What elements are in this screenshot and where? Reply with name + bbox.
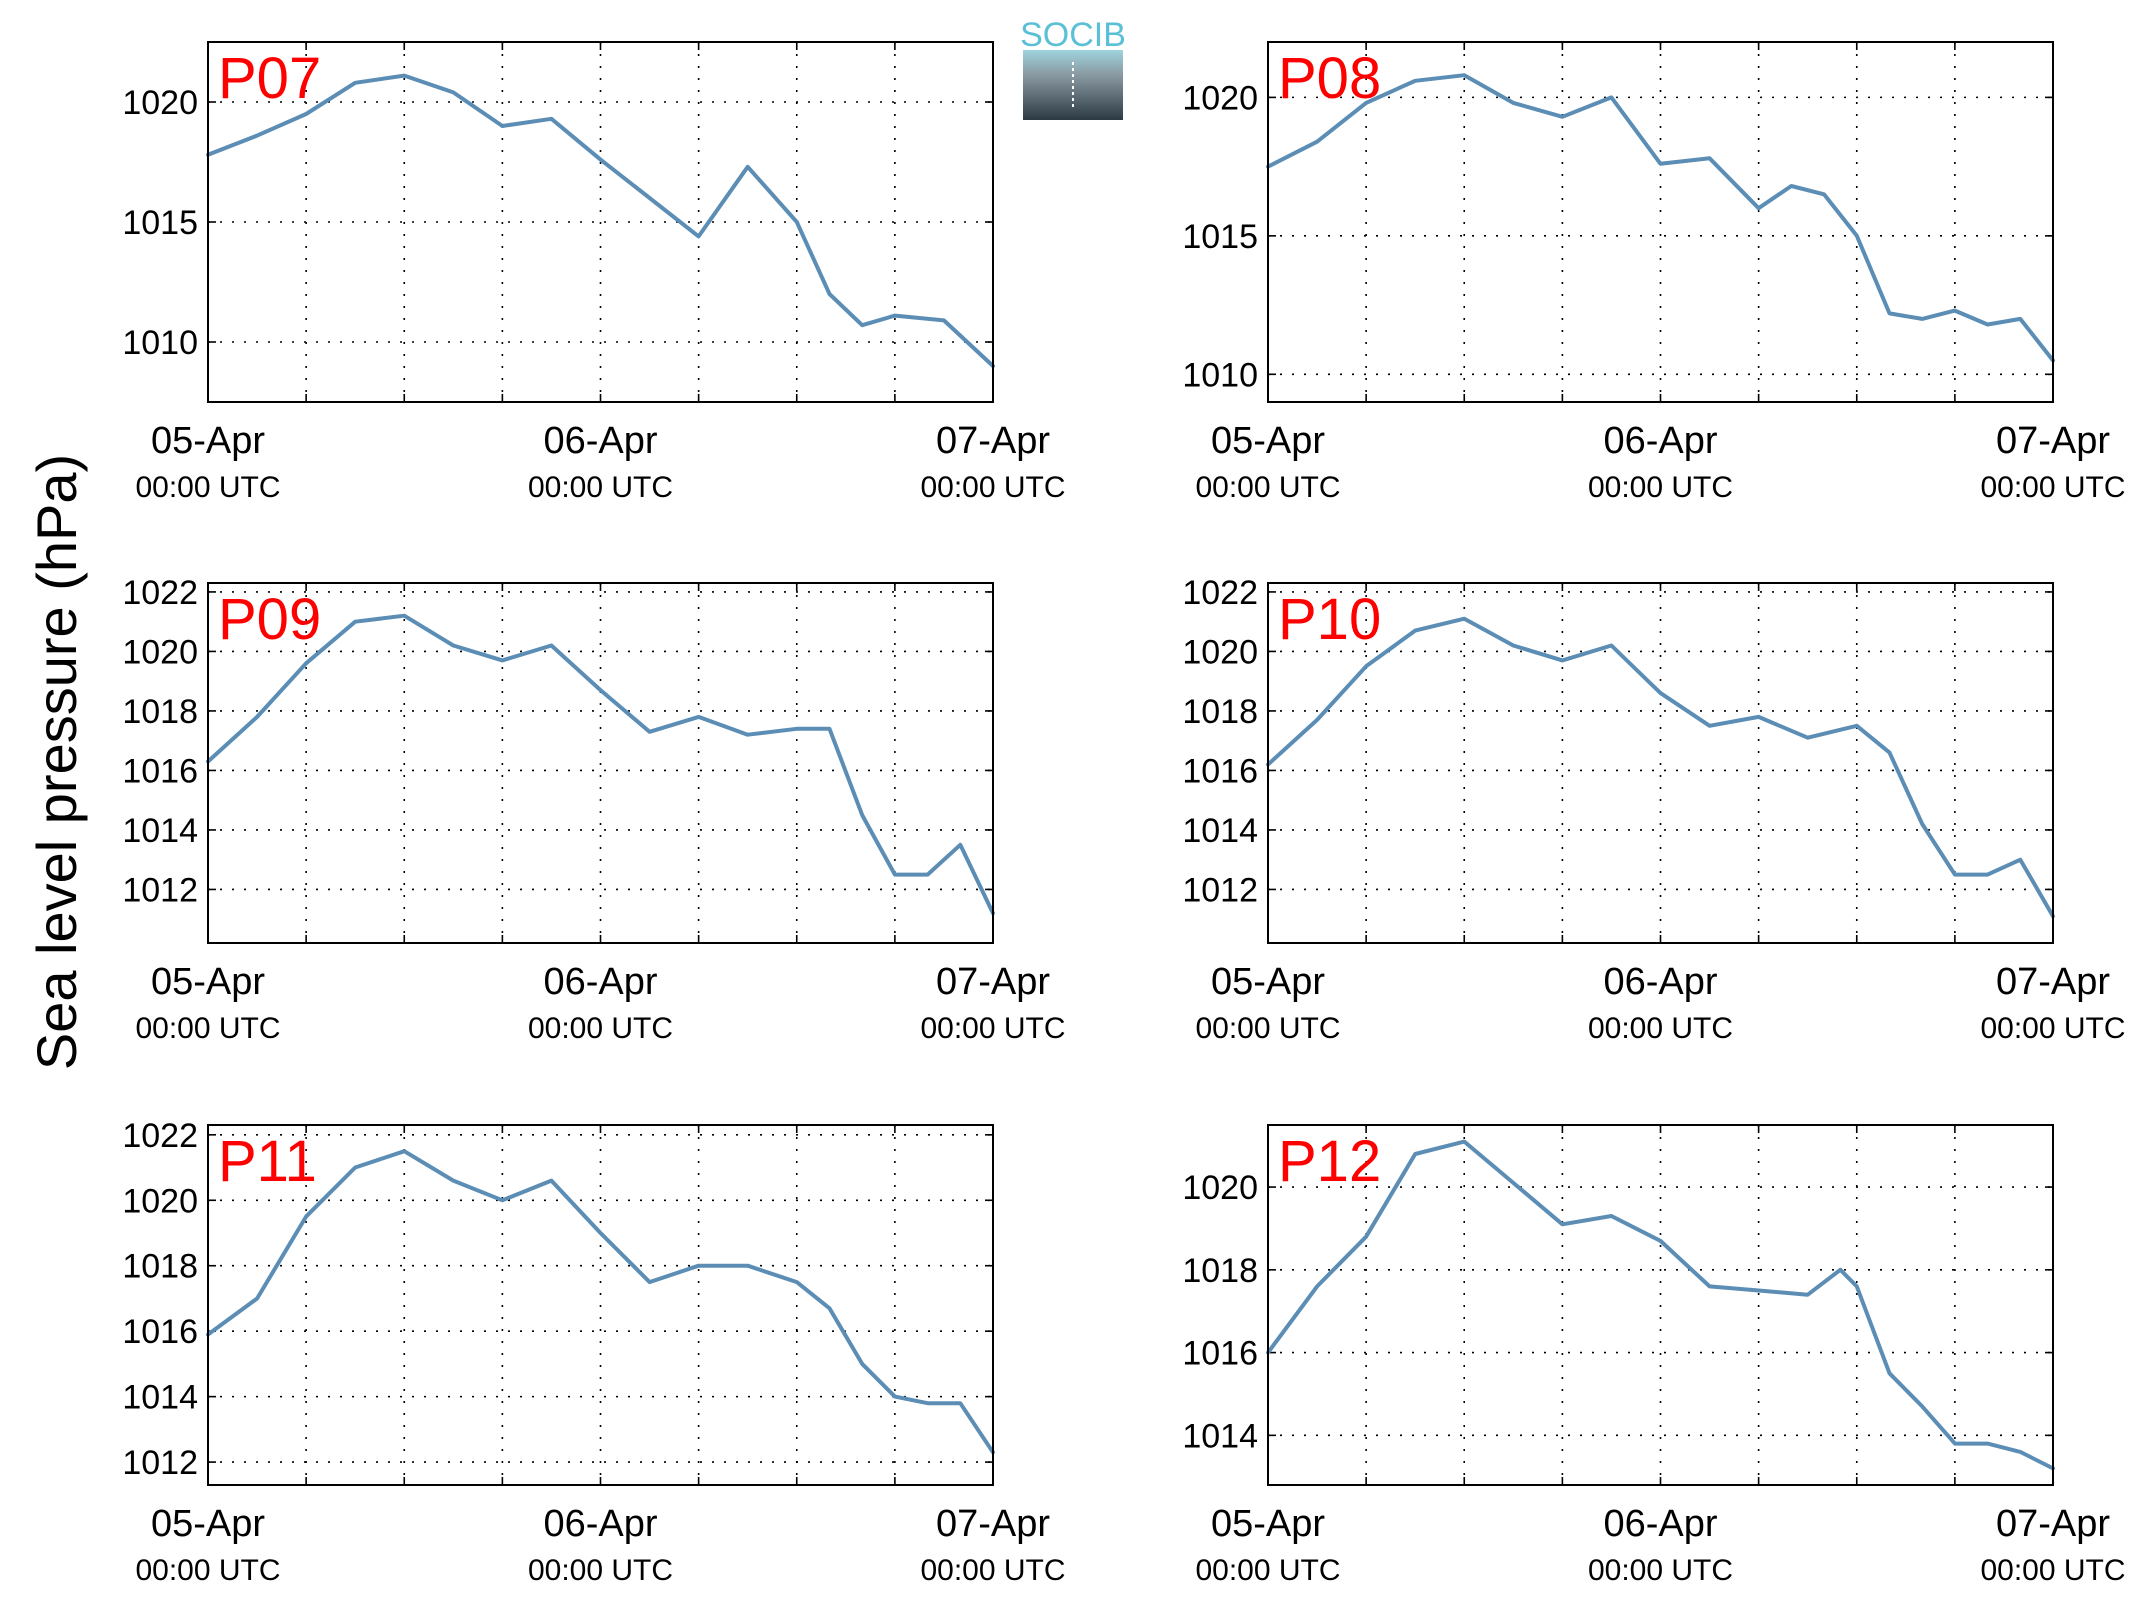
socib-logo: SOCIB (1020, 16, 1126, 120)
axes-frame (1267, 1124, 2054, 1486)
x-tick-label-date: 05-Apr (151, 1503, 265, 1545)
y-tick-label: 1016 (122, 1313, 198, 1351)
axes-frame (207, 582, 994, 944)
series-line (1266, 73, 2055, 363)
x-tick-label-date: 07-Apr (936, 1503, 1050, 1545)
logo-text: SOCIB (1020, 16, 1126, 54)
x-tick-label-time: 00:00 UTC (1195, 471, 1340, 504)
x-tick-label-date: 07-Apr (1996, 1503, 2110, 1545)
x-tick-label-time: 00:00 UTC (920, 1554, 1065, 1587)
axes-frame (1267, 582, 2054, 944)
x-tick-label-date: 06-Apr (1603, 420, 1717, 462)
panel-p09: 1012 1014 1016 1018 1020 1022 05-Apr 00:00 UTC 0… (122, 574, 1065, 1045)
panel-p10: 1012 1014 1016 1018 1020 1022 05-Apr 00:00 UTC 0… (1182, 574, 2125, 1045)
x-tick-label-date: 06-Apr (1603, 961, 1717, 1003)
y-tick-label: 1020 (1182, 633, 1258, 671)
x-tick-label-date: 05-Apr (151, 961, 265, 1003)
y-tick-label: 1018 (1182, 1252, 1258, 1290)
x-tick-label-time: 00:00 UTC (135, 1554, 280, 1587)
y-tick-label: 1015 (1182, 218, 1258, 256)
panel-label: P07 (218, 46, 321, 111)
x-tick-label-date: 06-Apr (543, 961, 657, 1003)
panel-p07: 1010 1015 1020 05-Apr 00:00 UTC 06-Apr 00:00 U… (122, 41, 1066, 504)
y-tick-label: 1010 (1182, 356, 1258, 394)
x-tick-label-time: 00:00 UTC (1588, 471, 1733, 504)
x-tick-label-time: 00:00 UTC (528, 1554, 673, 1587)
x-tick-label-date: 05-Apr (1211, 1503, 1325, 1545)
x-tick-label-time: 00:00 UTC (920, 1012, 1065, 1045)
y-tick-label: 1018 (122, 693, 198, 731)
panel-p08: 1010 1015 1020 05-Apr 00:00 UTC 06-Apr 00:00 U… (1182, 41, 2126, 504)
x-tick-label-time: 00:00 UTC (1980, 1012, 2125, 1045)
y-tick-label: 1016 (1182, 752, 1258, 790)
x-tick-label-time: 00:00 UTC (1980, 471, 2125, 504)
axes-frame (207, 1124, 994, 1486)
y-tick-label: 1020 (1182, 79, 1258, 117)
axes-frame (1267, 41, 2054, 403)
x-tick-label-time: 00:00 UTC (528, 1012, 673, 1045)
panels: 1010 1015 1020 05-Apr 00:00 UTC 06-Apr 00:00 U… (122, 41, 2126, 1587)
x-tick-label-time: 00:00 UTC (1588, 1012, 1733, 1045)
x-tick-label-date: 06-Apr (543, 420, 657, 462)
y-tick-label: 1012 (122, 871, 198, 909)
y-tick-label: 1020 (122, 633, 198, 671)
y-tick-label: 1020 (1182, 1169, 1258, 1207)
panel-label: P12 (1278, 1129, 1381, 1194)
y-tick-label: 1014 (1182, 1417, 1258, 1455)
y-tick-label: 1018 (1182, 693, 1258, 731)
y-tick-label: 1022 (1182, 574, 1258, 612)
y-tick-label: 1015 (122, 204, 198, 242)
x-tick-label-date: 07-Apr (936, 420, 1050, 462)
axes-frame (207, 41, 994, 403)
panel-label: P10 (1278, 587, 1381, 652)
x-tick-label-time: 00:00 UTC (1195, 1554, 1340, 1587)
y-tick-label: 1020 (122, 1182, 198, 1220)
x-tick-label-date: 07-Apr (936, 961, 1050, 1003)
series-line (1266, 1139, 2055, 1471)
y-axis-label: Sea level pressure (hPa) (25, 454, 88, 1070)
x-tick-label-time: 00:00 UTC (920, 471, 1065, 504)
x-tick-label-date: 07-Apr (1996, 961, 2110, 1003)
panel-label: P08 (1278, 46, 1381, 111)
series-line (206, 1149, 995, 1455)
x-tick-label-date: 05-Apr (151, 420, 265, 462)
y-tick-label: 1012 (1182, 871, 1258, 909)
y-tick-label: 1016 (122, 752, 198, 790)
x-tick-label-time: 00:00 UTC (1195, 1012, 1340, 1045)
x-tick-label-time: 00:00 UTC (135, 1012, 280, 1045)
x-tick-label-time: 00:00 UTC (135, 471, 280, 504)
panel-p11: 1012 1014 1016 1018 1020 1022 05-Apr 00:00 UTC 0… (122, 1117, 1065, 1587)
y-tick-label: 1014 (1182, 812, 1258, 850)
y-tick-label: 1022 (122, 574, 198, 612)
x-tick-label-date: 06-Apr (543, 1503, 657, 1545)
x-tick-label-date: 05-Apr (1211, 961, 1325, 1003)
panel-label: P11 (218, 1129, 317, 1194)
y-tick-label: 1014 (122, 1379, 198, 1417)
x-tick-label-date: 05-Apr (1211, 420, 1325, 462)
y-tick-label: 1022 (122, 1117, 198, 1155)
logo-gradient-block (1023, 50, 1123, 120)
series-line (206, 73, 995, 368)
y-tick-label: 1020 (122, 84, 198, 122)
series-line (206, 613, 995, 916)
panel-label: P09 (218, 587, 321, 652)
y-tick-label: 1010 (122, 324, 198, 362)
y-tick-label: 1012 (122, 1444, 198, 1482)
y-tick-label: 1016 (1182, 1335, 1258, 1373)
x-tick-label-time: 00:00 UTC (1980, 1554, 2125, 1587)
x-tick-label-time: 00:00 UTC (1588, 1554, 1733, 1587)
panel-p12: 1014 1016 1018 1020 05-Apr 00:00 UTC 06-Apr 00:… (1182, 1124, 2126, 1587)
y-tick-label: 1014 (122, 812, 198, 850)
x-tick-label-time: 00:00 UTC (528, 471, 673, 504)
x-tick-label-date: 07-Apr (1996, 420, 2110, 462)
x-tick-label-date: 06-Apr (1603, 1503, 1717, 1545)
series-line (1266, 616, 2055, 919)
y-tick-label: 1018 (122, 1248, 198, 1286)
